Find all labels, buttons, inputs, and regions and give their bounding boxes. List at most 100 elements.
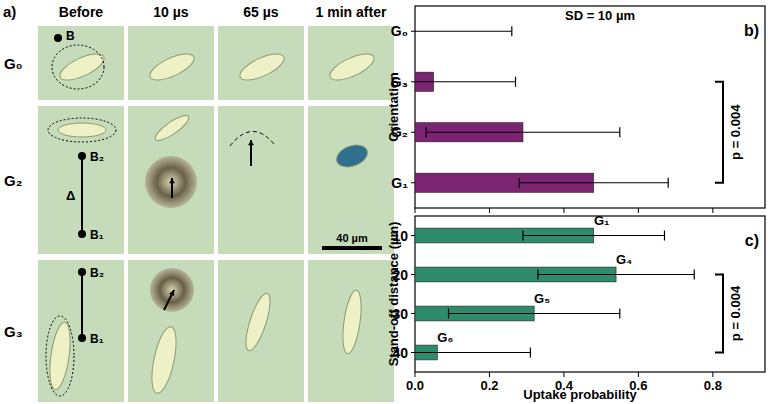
x-tick: [638, 372, 639, 377]
panel-label: b): [744, 22, 759, 39]
distance-line: [81, 272, 83, 338]
error-cap: [519, 178, 520, 188]
row-label: G₂: [4, 172, 22, 189]
category-label: G₁: [391, 175, 408, 191]
distance-line: [81, 156, 83, 234]
y-axis-label: Orientation: [386, 72, 401, 141]
error-cap: [522, 231, 523, 241]
bubble-site: [78, 334, 86, 342]
y-tick: [411, 81, 415, 82]
error-bar: [523, 231, 664, 241]
y-tick: [411, 31, 415, 32]
error-bar: [519, 178, 668, 188]
micrograph: [308, 106, 394, 254]
cell: [146, 49, 197, 86]
x-tick-label: 0.0: [406, 378, 424, 393]
bar-label: G₆: [437, 330, 453, 345]
error-line: [523, 235, 664, 236]
x-tick: [415, 208, 416, 213]
cell: [236, 49, 287, 86]
scale-bar-label: 40 µm: [336, 232, 368, 244]
column-header: 1 min after: [316, 4, 387, 20]
x-tick: [712, 208, 713, 213]
micrograph: [38, 26, 124, 100]
error-cap: [515, 77, 516, 87]
error-line: [449, 313, 620, 314]
error-cap: [664, 231, 665, 241]
column-header: Before: [59, 4, 104, 20]
micrograph: [218, 106, 304, 254]
cell: [147, 325, 181, 396]
x-tick: [712, 372, 713, 377]
error-cap: [619, 127, 620, 137]
x-tick: [415, 372, 416, 377]
arrow-head: [169, 178, 175, 183]
column-header: 65 µs: [243, 4, 279, 20]
cell: [58, 123, 106, 137]
row-label: G₃: [4, 323, 23, 340]
panel-label: a): [3, 3, 16, 20]
cell: [340, 289, 365, 355]
error-bar: [415, 26, 512, 36]
error-cap: [694, 270, 695, 280]
x-tick: [563, 372, 564, 377]
error-cap: [668, 178, 669, 188]
error-cap: [511, 26, 512, 36]
micrograph: [218, 260, 304, 402]
y-tick: [411, 132, 415, 133]
micrograph: [218, 26, 304, 100]
error-cap: [537, 270, 538, 280]
plot-area: [415, 228, 694, 360]
error-cap: [619, 309, 620, 319]
error-cap: [448, 309, 449, 319]
y-tick: [411, 182, 415, 183]
arrow-head: [248, 140, 254, 145]
annotation: p = 0.004: [728, 285, 743, 341]
micrograph: [128, 106, 214, 254]
bubble-site: [78, 268, 86, 276]
y-tick: [411, 352, 415, 353]
annotation: SD = 10 µm: [565, 8, 635, 23]
error-bar: [426, 127, 620, 137]
category-label: G₀: [391, 23, 408, 39]
y-axis-label: Stand-off distance (µm): [386, 222, 401, 367]
error-cap: [426, 127, 427, 137]
point-label: B₂: [90, 266, 104, 280]
x-tick: [638, 208, 639, 213]
micrograph: [38, 260, 124, 402]
micrograph: [38, 106, 124, 254]
arrow-head: [169, 290, 174, 296]
outline: [52, 45, 104, 89]
bubble-site: [78, 152, 86, 160]
x-tick: [489, 208, 490, 213]
outline: [230, 131, 274, 146]
error-bar: [415, 348, 530, 358]
error-bar: [538, 270, 694, 280]
cell: [152, 112, 192, 145]
point-label: B: [66, 29, 75, 43]
figure: a)Before10 µs65 µs1 min afterG₀BG₂B₂B₁Δ4…: [0, 0, 771, 404]
micrograph: [308, 260, 394, 402]
error-line: [426, 132, 620, 133]
distance-label: Δ: [66, 188, 75, 203]
error-line: [415, 81, 516, 82]
panel-label: c): [745, 232, 759, 249]
bar-label: G₅: [534, 291, 550, 306]
outline: [48, 118, 116, 142]
arrow: [164, 290, 174, 310]
x-tick-label: 0.2: [480, 378, 498, 393]
bar-label: G₄: [616, 252, 632, 267]
bubble: [145, 156, 197, 208]
point-label: B₁: [90, 228, 104, 242]
error-cap: [530, 348, 531, 358]
y-tick: [411, 274, 415, 275]
significance-bracket: [715, 275, 723, 353]
bar-label: G₁: [594, 213, 610, 228]
x-axis-label: Uptake probability: [523, 387, 637, 402]
row-label: G₀: [4, 55, 22, 72]
cell: [56, 49, 107, 86]
y-tick: [411, 313, 415, 314]
point-label: B₁: [90, 332, 104, 346]
error-bar: [415, 77, 516, 87]
error-line: [519, 182, 668, 183]
